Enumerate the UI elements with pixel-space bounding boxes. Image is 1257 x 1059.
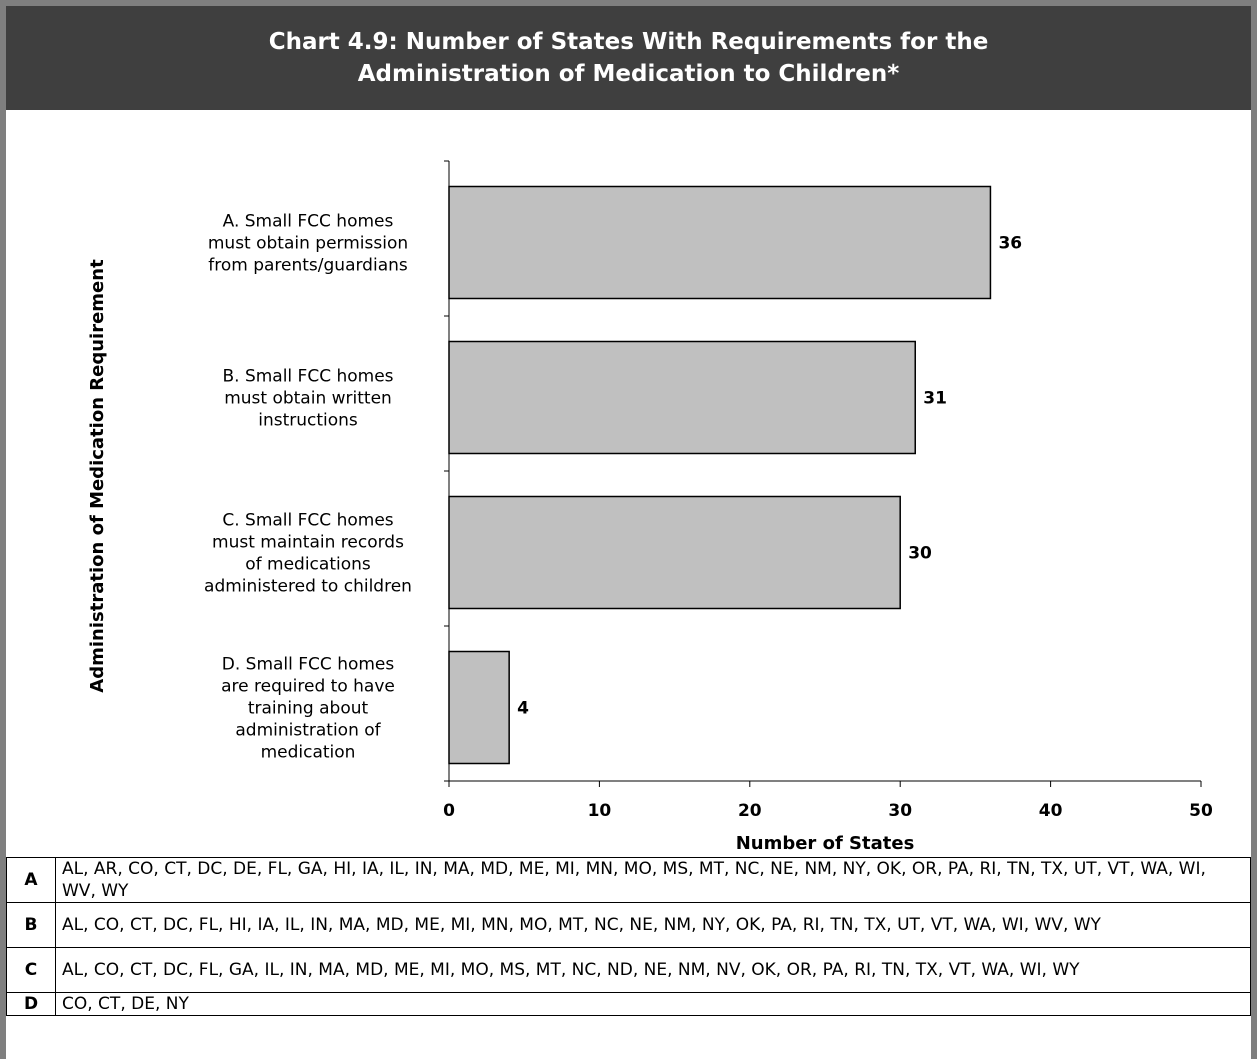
chart-title: Chart 4.9: Number of States With Require… — [269, 26, 989, 90]
row-key: B — [6, 902, 56, 948]
table-row: B AL, CO, CT, DC, FL, HI, IA, IL, IN, MA… — [6, 902, 1251, 948]
bar — [448, 340, 916, 455]
chart-title-line-1: Chart 4.9: Number of States With Require… — [268, 29, 989, 55]
data-label: 30 — [908, 544, 932, 564]
data-label: 36 — [998, 234, 1022, 254]
x-tick-label: 30 — [888, 801, 912, 821]
category-label: administration of — [235, 721, 381, 741]
category-label: B. Small FCC homes — [222, 367, 393, 387]
header-divider — [6, 110, 1251, 112]
row-key: C — [6, 947, 56, 993]
table-row: A AL, AR, CO, CT, DC, DE, FL, GA, HI, IA… — [6, 857, 1251, 903]
row-states: AL, CO, CT, DC, FL, HI, IA, IL, IN, MA, … — [55, 902, 1251, 948]
row-key: D — [6, 992, 56, 1016]
category-label: administered to children — [204, 577, 412, 597]
category-label: medication — [261, 743, 356, 763]
table-row: C AL, CO, CT, DC, FL, GA, IL, IN, MA, MD… — [6, 947, 1251, 993]
y-axis-title: Administration of Medication Requirement — [87, 259, 108, 693]
state-legend-table: A AL, AR, CO, CT, DC, DE, FL, GA, HI, IA… — [6, 857, 1251, 1016]
table-row: D CO, CT, DE, NY — [6, 992, 1251, 1016]
bar — [448, 495, 901, 610]
data-label: 4 — [517, 699, 529, 719]
category-label: A. Small FCC homes — [223, 212, 394, 232]
row-states: CO, CT, DE, NY — [55, 992, 1251, 1016]
category-label: must obtain written — [224, 389, 392, 409]
category-label: instructions — [258, 411, 358, 431]
x-tick-label: 10 — [588, 801, 612, 821]
chart-header: Chart 4.9: Number of States With Require… — [6, 6, 1251, 110]
x-axis-title: Number of States — [736, 833, 915, 854]
category-label: must obtain permission — [208, 234, 408, 254]
category-label: of medications — [245, 555, 371, 575]
chart-title-line-2: Administration of Medication to Children… — [357, 61, 900, 87]
x-tick-label: 20 — [738, 801, 762, 821]
x-tick-label: 50 — [1189, 801, 1213, 821]
data-label: 31 — [923, 389, 947, 409]
row-key: A — [6, 857, 56, 903]
x-tick-label: 0 — [443, 801, 455, 821]
row-states: AL, AR, CO, CT, DC, DE, FL, GA, HI, IA, … — [55, 857, 1251, 903]
category-label: D. Small FCC homes — [222, 655, 395, 675]
bar-chart: 0 10 20 30 40 50 Number of States Administratio… — [87, 160, 1213, 854]
bar — [448, 650, 510, 765]
category-label: from parents/guardians — [208, 256, 408, 276]
bar — [448, 185, 992, 300]
row-states: AL, CO, CT, DC, FL, GA, IL, IN, MA, MD, … — [55, 947, 1251, 993]
category-label: must maintain records — [212, 533, 404, 553]
x-tick-label: 40 — [1039, 801, 1063, 821]
category-label: are required to have — [221, 677, 395, 697]
category-label: C. Small FCC homes — [222, 511, 393, 531]
category-label: training about — [248, 699, 369, 719]
